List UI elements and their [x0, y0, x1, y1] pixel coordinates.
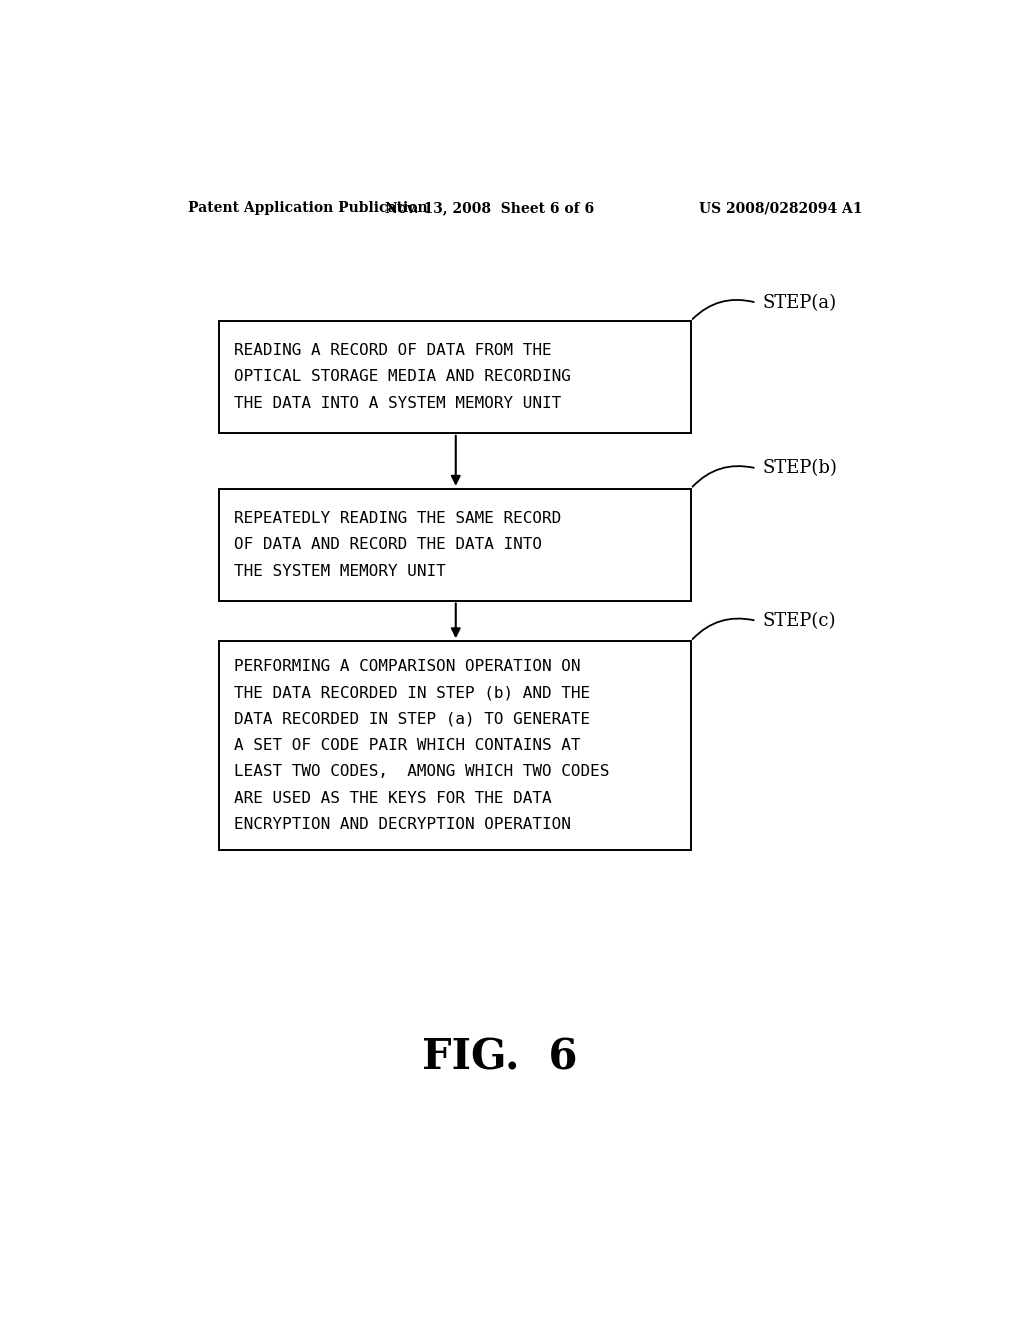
- Text: A SET OF CODE PAIR WHICH CONTAINS AT: A SET OF CODE PAIR WHICH CONTAINS AT: [233, 738, 580, 752]
- Text: LEAST TWO CODES,  AMONG WHICH TWO CODES: LEAST TWO CODES, AMONG WHICH TWO CODES: [233, 764, 609, 779]
- Text: THE DATA INTO A SYSTEM MEMORY UNIT: THE DATA INTO A SYSTEM MEMORY UNIT: [233, 396, 561, 411]
- Text: DATA RECORDED IN STEP (a) TO GENERATE: DATA RECORDED IN STEP (a) TO GENERATE: [233, 711, 590, 726]
- Text: READING A RECORD OF DATA FROM THE: READING A RECORD OF DATA FROM THE: [233, 343, 551, 358]
- Text: OPTICAL STORAGE MEDIA AND RECORDING: OPTICAL STORAGE MEDIA AND RECORDING: [233, 370, 570, 384]
- Text: Nov. 13, 2008  Sheet 6 of 6: Nov. 13, 2008 Sheet 6 of 6: [385, 201, 594, 215]
- Bar: [219, 488, 691, 601]
- Text: STEP(a): STEP(a): [763, 294, 837, 312]
- Text: STEP(b): STEP(b): [763, 459, 838, 478]
- Text: PERFORMING A COMPARISON OPERATION ON: PERFORMING A COMPARISON OPERATION ON: [233, 659, 580, 673]
- Text: THE DATA RECORDED IN STEP (b) AND THE: THE DATA RECORDED IN STEP (b) AND THE: [233, 685, 590, 700]
- Text: US 2008/0282094 A1: US 2008/0282094 A1: [698, 201, 862, 215]
- Text: ENCRYPTION AND DECRYPTION OPERATION: ENCRYPTION AND DECRYPTION OPERATION: [233, 817, 570, 832]
- Bar: [219, 321, 691, 433]
- Text: STEP(c): STEP(c): [763, 612, 837, 630]
- Text: REPEATEDLY READING THE SAME RECORD: REPEATEDLY READING THE SAME RECORD: [233, 511, 561, 525]
- Text: Patent Application Publication: Patent Application Publication: [187, 201, 427, 215]
- Bar: [219, 642, 691, 850]
- Text: THE SYSTEM MEMORY UNIT: THE SYSTEM MEMORY UNIT: [233, 564, 445, 578]
- Text: ARE USED AS THE KEYS FOR THE DATA: ARE USED AS THE KEYS FOR THE DATA: [233, 791, 551, 805]
- Text: FIG.  6: FIG. 6: [422, 1038, 578, 1078]
- Text: OF DATA AND RECORD THE DATA INTO: OF DATA AND RECORD THE DATA INTO: [233, 537, 542, 552]
